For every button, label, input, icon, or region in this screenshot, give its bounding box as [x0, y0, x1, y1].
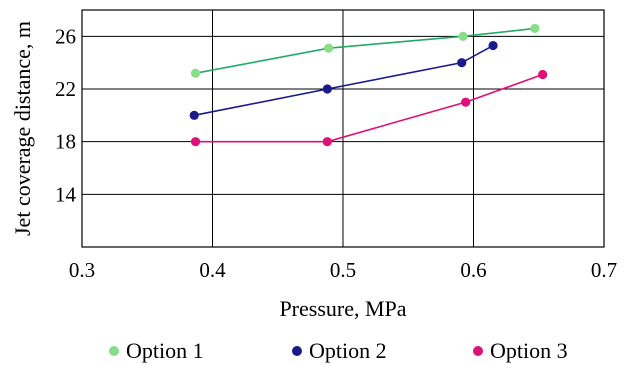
- data-point: [322, 137, 332, 147]
- y-tick-label: 22: [55, 77, 76, 101]
- legend-label: Option 2: [309, 338, 387, 363]
- plot-frame: [81, 9, 605, 248]
- legend-item: Option 3: [473, 338, 568, 363]
- y-tick-label: 14: [55, 182, 77, 206]
- data-point: [324, 43, 334, 53]
- series-line: [195, 27, 535, 74]
- x-tick-label: 0.7: [591, 258, 617, 282]
- series-line: [194, 44, 494, 117]
- x-tick-label: 0.4: [199, 258, 226, 282]
- data-point: [190, 68, 201, 78]
- y-axis-ticks: 14 18 22 26: [55, 24, 77, 206]
- data-point: [488, 40, 498, 51]
- data-point: [461, 97, 471, 107]
- y-tick-label: 26: [55, 24, 76, 48]
- legend-item: Option 1: [109, 338, 204, 363]
- data-point: [458, 31, 468, 41]
- data-point: [457, 58, 467, 68]
- data-point: [189, 110, 199, 120]
- x-axis-ticks: 0.3 0.4 0.5 0.6 0.7: [69, 258, 617, 282]
- legend-label: Option 3: [490, 338, 568, 363]
- legend-marker: [292, 346, 302, 356]
- x-tick-label: 0.3: [69, 258, 95, 282]
- y-tick-label: 18: [55, 130, 76, 154]
- series-3: [190, 69, 548, 147]
- data-point: [538, 69, 548, 80]
- data-point: [530, 23, 540, 34]
- grid: [82, 10, 604, 247]
- x-tick-label: 0.5: [330, 258, 356, 282]
- legend-marker: [109, 346, 119, 356]
- y-axis-label: Jet coverage distance, m: [10, 21, 35, 236]
- series-line: [195, 73, 543, 143]
- series: [189, 23, 548, 147]
- data-point: [190, 137, 201, 147]
- legend-item: Option 2: [292, 338, 387, 363]
- legend-marker: [473, 346, 483, 356]
- legend-label: Option 1: [126, 338, 204, 363]
- x-axis-label: Pressure, MPa: [279, 296, 406, 321]
- series-1: [190, 23, 540, 78]
- legend: Option 1 Option 2 Option 3: [109, 338, 568, 363]
- x-tick-label: 0.6: [460, 258, 486, 282]
- series-2: [189, 40, 498, 120]
- data-point: [322, 84, 332, 94]
